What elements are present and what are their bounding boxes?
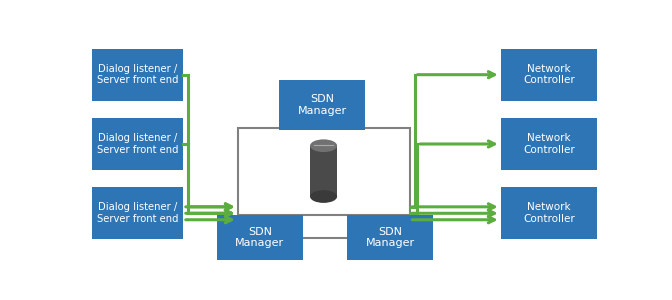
- Text: SDN
Manager: SDN Manager: [366, 227, 415, 248]
- FancyBboxPatch shape: [92, 187, 183, 239]
- FancyBboxPatch shape: [347, 215, 433, 260]
- FancyBboxPatch shape: [501, 118, 597, 170]
- Text: Dialog listener /
Server front end: Dialog listener / Server front end: [97, 64, 178, 86]
- FancyBboxPatch shape: [92, 49, 183, 101]
- Ellipse shape: [310, 140, 337, 152]
- Bar: [310, 146, 337, 196]
- Text: Network
Controller: Network Controller: [523, 64, 575, 86]
- FancyBboxPatch shape: [501, 187, 597, 239]
- Text: Network
Controller: Network Controller: [523, 133, 575, 155]
- Text: Network
Controller: Network Controller: [523, 202, 575, 224]
- Ellipse shape: [310, 190, 337, 203]
- Text: SDN
Manager: SDN Manager: [235, 227, 284, 248]
- Text: Dialog listener /
Server front end: Dialog listener / Server front end: [97, 133, 178, 155]
- FancyBboxPatch shape: [280, 80, 366, 130]
- FancyBboxPatch shape: [92, 118, 183, 170]
- Bar: [238, 128, 409, 215]
- Text: Dialog listener /
Server front end: Dialog listener / Server front end: [97, 202, 178, 224]
- Text: SDN
Manager: SDN Manager: [298, 94, 347, 116]
- FancyBboxPatch shape: [501, 49, 597, 101]
- FancyBboxPatch shape: [217, 215, 303, 260]
